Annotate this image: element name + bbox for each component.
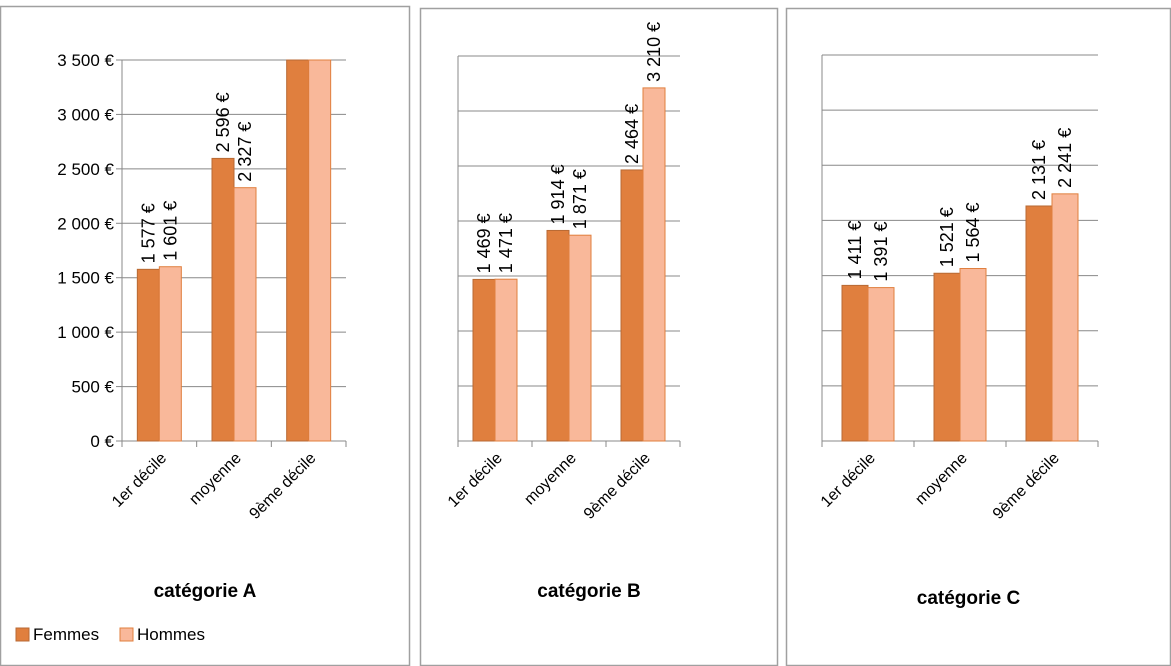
y-tick-label: 0 € bbox=[90, 432, 114, 451]
x-tick-label: moyenne bbox=[912, 450, 971, 509]
data-label: 1 564 € bbox=[963, 202, 983, 262]
x-tick-label: 1er décile bbox=[109, 450, 170, 511]
data-label: 2 464 € bbox=[622, 104, 642, 164]
legend-label: Femmes bbox=[33, 625, 99, 644]
data-label: 1 469 € bbox=[474, 213, 494, 273]
bar-hommes bbox=[642, 87, 666, 442]
bar-hommes bbox=[568, 234, 592, 442]
chart-panel-3: 1 411 € 1 391 € 1er décile 1 521 € 1 564 € mo… bbox=[785, 7, 1171, 666]
bar-hommes bbox=[867, 287, 895, 442]
legend: Femmes Hommes bbox=[15, 625, 205, 644]
x-tick-label: 9ème décile bbox=[581, 450, 654, 523]
bar-femmes bbox=[1025, 205, 1053, 442]
y-tick-label: 1 000 € bbox=[57, 323, 114, 342]
data-label: 3 210 € bbox=[644, 22, 664, 82]
bar-hommes bbox=[158, 266, 182, 442]
data-label: 2 327 € bbox=[235, 122, 255, 182]
bar-femmes bbox=[933, 272, 961, 442]
y-tick-label: 3 500 € bbox=[57, 51, 114, 70]
bar-hommes bbox=[233, 187, 257, 442]
bar-femmes bbox=[620, 169, 644, 442]
bar-femmes bbox=[211, 157, 235, 442]
bar-hommes bbox=[308, 59, 332, 442]
chart-title: catégorie B bbox=[537, 581, 640, 602]
bar-femmes bbox=[472, 278, 496, 442]
bar-femmes bbox=[136, 268, 160, 442]
x-tick-label: moyenne bbox=[186, 450, 245, 509]
bar-hommes bbox=[494, 278, 518, 442]
x-tick-label: moyenne bbox=[521, 450, 580, 509]
bar-femmes bbox=[286, 59, 310, 442]
chart-panel-2: 1 469 €1 471 € 1er décile 1 914 €1 871 € mo… bbox=[419, 7, 779, 666]
data-label: 1 411 € bbox=[845, 221, 865, 280]
data-label: 2 596 € bbox=[213, 92, 233, 152]
data-label: 2 131 € bbox=[1029, 140, 1049, 200]
x-tick-label: 1er décile bbox=[818, 450, 879, 511]
x-tick-label: 9ème décile bbox=[246, 450, 319, 523]
legend-label: Hommes bbox=[137, 625, 205, 644]
x-tick-label: 9ème décile bbox=[990, 450, 1063, 523]
legend-swatch-femmes bbox=[15, 627, 30, 642]
bar-femmes bbox=[841, 284, 869, 442]
data-label: 1 914 € bbox=[548, 164, 568, 224]
bar-femmes bbox=[546, 229, 570, 442]
y-tick-label: 500 € bbox=[71, 378, 114, 397]
data-label: 2 241 € bbox=[1055, 128, 1075, 188]
data-label: 1 521 € bbox=[937, 207, 957, 267]
y-tick-label: 2 000 € bbox=[57, 214, 114, 233]
data-label: 1 601 € bbox=[160, 201, 180, 261]
data-label: 1 471 € bbox=[496, 213, 516, 273]
y-tick-label: 2 500 € bbox=[57, 160, 114, 179]
data-label: 1 391 € bbox=[871, 222, 891, 282]
bar-hommes bbox=[959, 268, 987, 442]
data-label: 1 577 € bbox=[138, 203, 158, 263]
chart-title: catégorie C bbox=[917, 588, 1021, 609]
legend-swatch-hommes bbox=[119, 627, 134, 642]
y-tick-label: 1 500 € bbox=[57, 269, 114, 288]
data-label: 1 871 € bbox=[570, 169, 590, 229]
chart-title: catégorie A bbox=[154, 581, 257, 602]
bar-hommes bbox=[1051, 193, 1079, 442]
x-tick-label: 1er décile bbox=[445, 450, 506, 511]
y-tick-label: 3 000 € bbox=[57, 105, 114, 124]
chart-panel-1: 0 € 500 € 1 000 € 1 500 € 2 000 € 2 500 € 3 00… bbox=[0, 5, 411, 666]
